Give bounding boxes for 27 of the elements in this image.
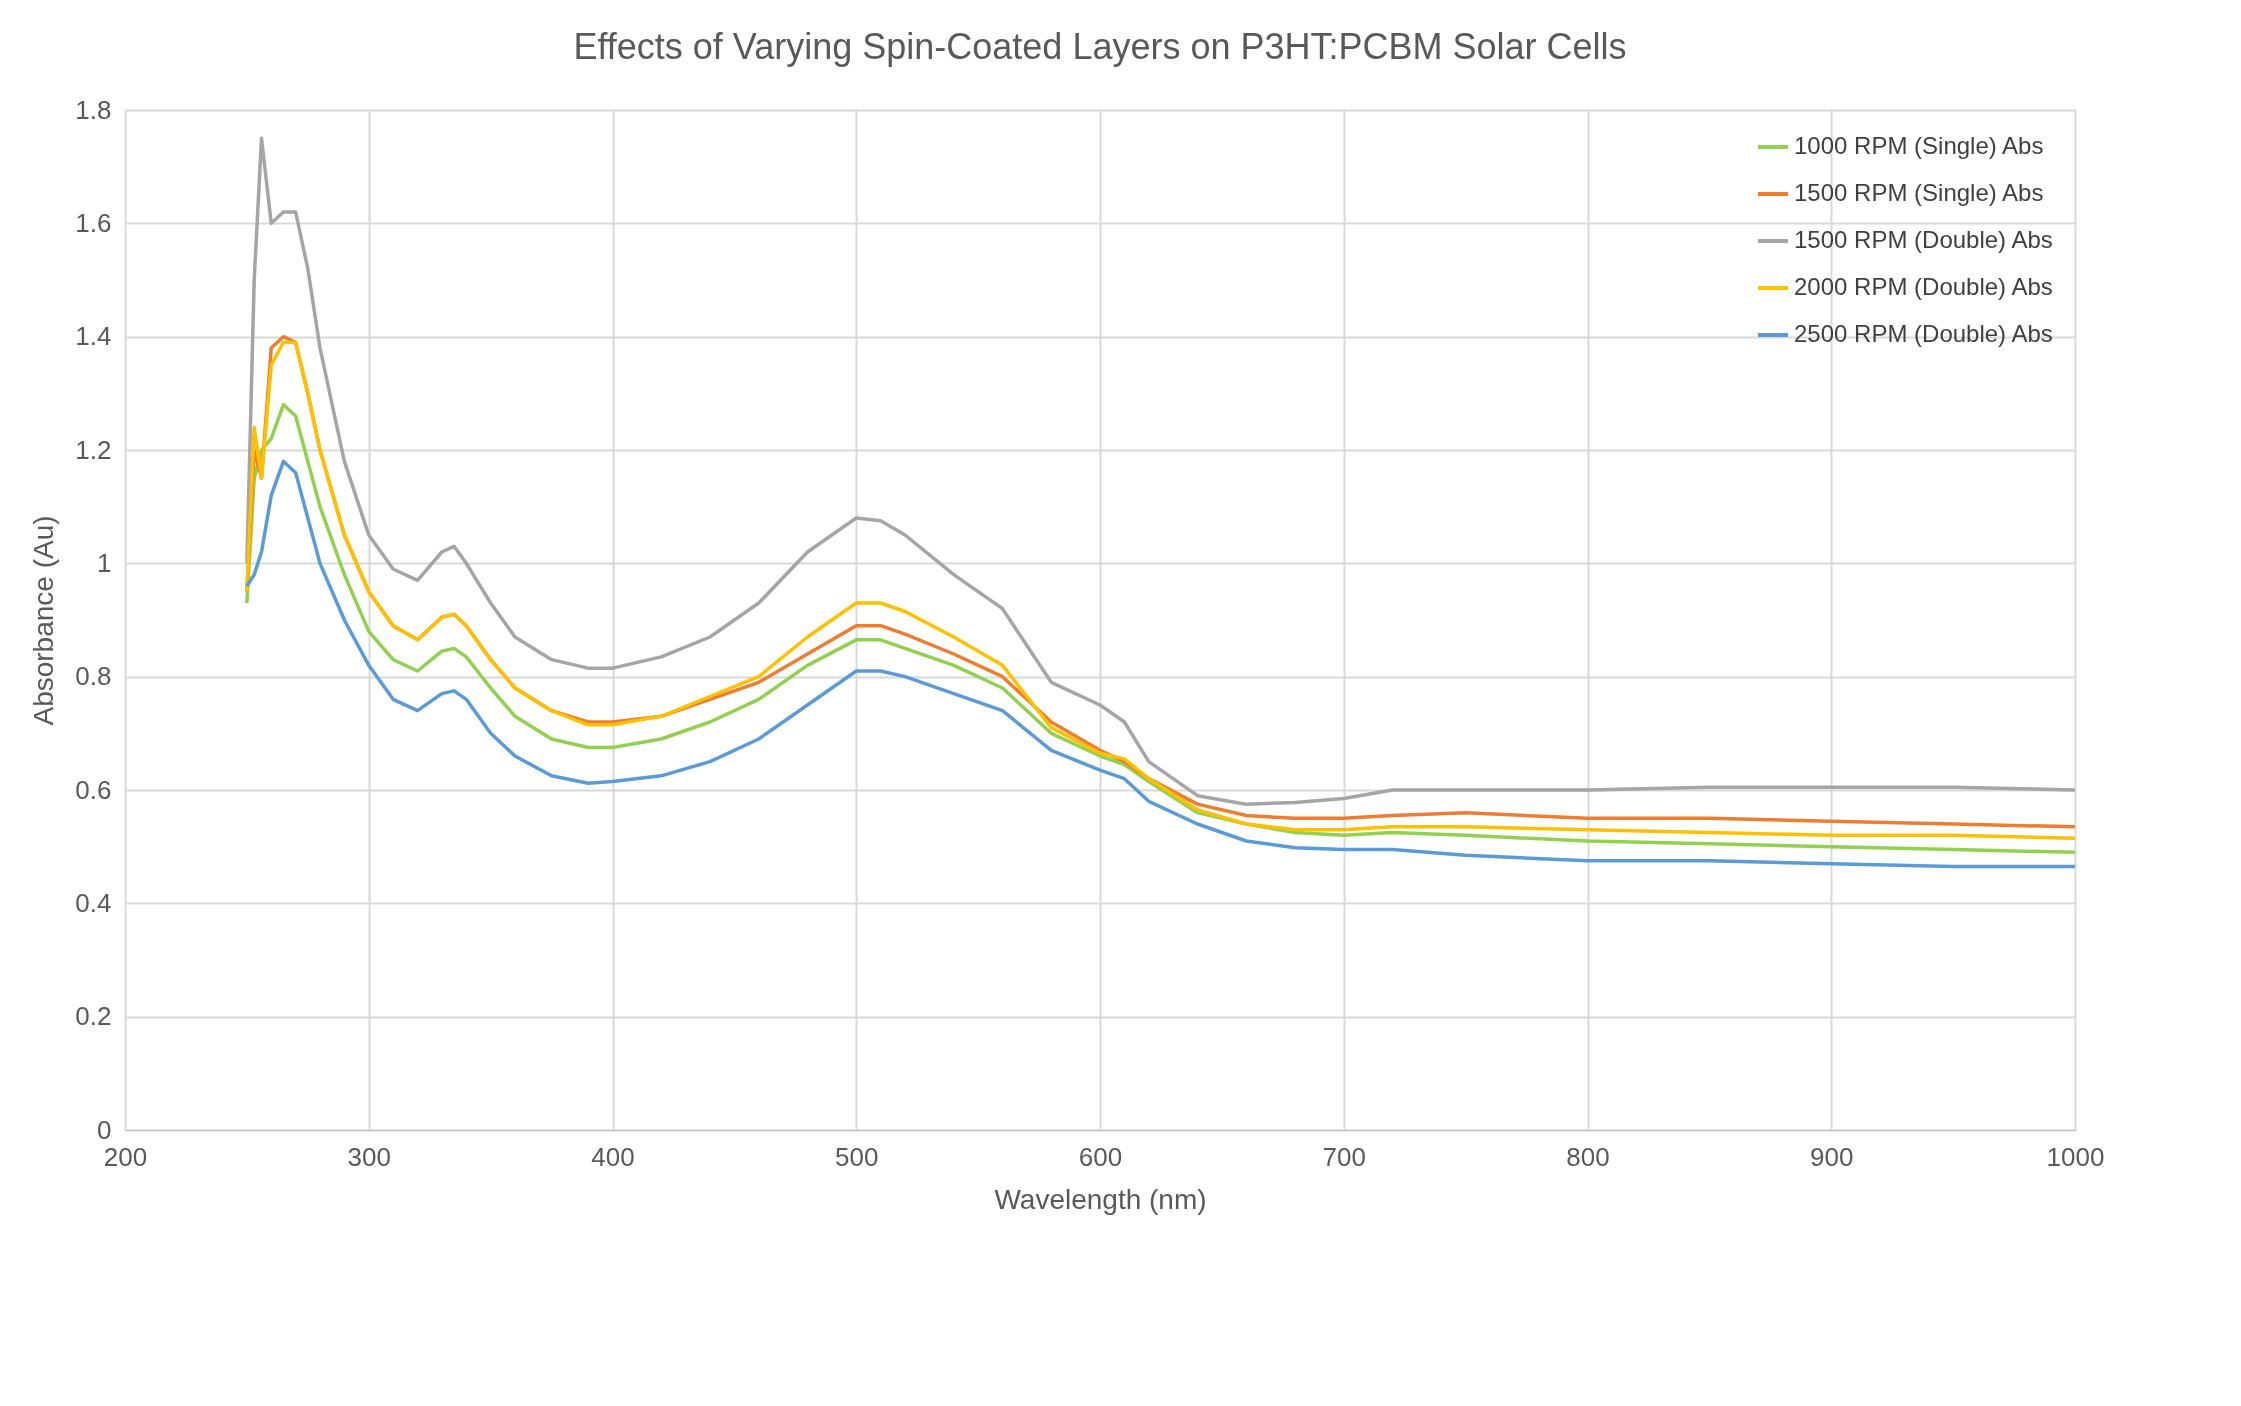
- x-tick-label: 600: [1078, 1141, 1123, 1172]
- y-tick-label: 0.8: [75, 661, 112, 692]
- x-tick-label: 400: [591, 1141, 635, 1172]
- x-axis-title: Wavelength (nm): [994, 1183, 1207, 1215]
- line-series: [245, 459, 2077, 869]
- y-tick-label: 1.2: [75, 434, 112, 465]
- chart-title: Effects of Varying Spin-Coated Layers on P3HT:PCBM Solar Cells: [573, 26, 1627, 67]
- y-axis-title: Absorbance (Au): [28, 515, 60, 726]
- y-tick-label: 0.2: [75, 1001, 112, 1032]
- y-tick-label: 0.4: [75, 887, 112, 918]
- x-tick-label: 700: [1322, 1141, 1366, 1172]
- y-tick-label: 1: [97, 547, 112, 578]
- legend-label: 1500 RPM (Double) Abs: [1794, 226, 2053, 253]
- x-tick-label: 300: [347, 1141, 391, 1172]
- legend-label: 2500 RPM (Double) Abs: [1794, 320, 2053, 347]
- y-tick-label: 0.6: [75, 774, 112, 805]
- x-tick-label: 800: [1566, 1141, 1610, 1172]
- y-tick-label: 1.4: [75, 321, 112, 352]
- line-series: [245, 136, 2077, 806]
- x-tick-label: 500: [835, 1141, 879, 1172]
- y-tick-label: 1.8: [75, 94, 112, 125]
- y-tick-label: 1.6: [75, 207, 112, 238]
- x-tick-label: 1000: [2046, 1141, 2105, 1172]
- legend-label: 1000 RPM (Single) Abs: [1794, 132, 2044, 159]
- legend-label: 1500 RPM (Single) Abs: [1794, 179, 2044, 206]
- legend-label: 2000 RPM (Double) Abs: [1794, 273, 2053, 300]
- x-tick-label: 900: [1810, 1141, 1854, 1172]
